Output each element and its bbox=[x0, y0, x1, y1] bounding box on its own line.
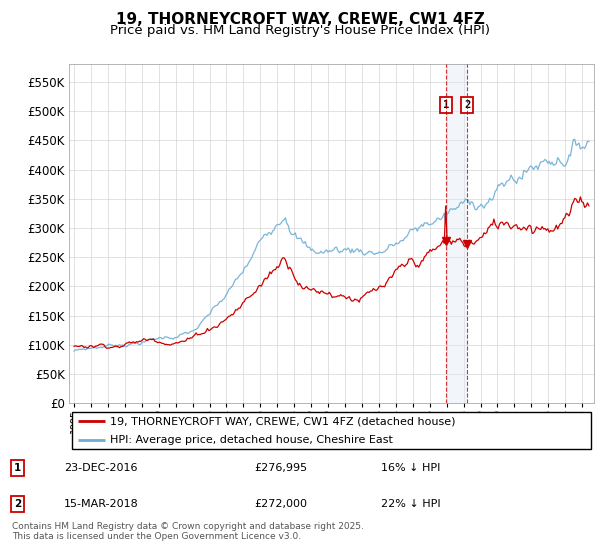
Text: 19, THORNEYCROFT WAY, CREWE, CW1 4FZ: 19, THORNEYCROFT WAY, CREWE, CW1 4FZ bbox=[116, 12, 484, 27]
Text: 2: 2 bbox=[464, 100, 470, 110]
Text: 1: 1 bbox=[14, 463, 22, 473]
Text: HPI: Average price, detached house, Cheshire East: HPI: Average price, detached house, Ches… bbox=[110, 435, 393, 445]
FancyBboxPatch shape bbox=[71, 412, 591, 449]
Text: 2: 2 bbox=[14, 499, 22, 509]
Text: Price paid vs. HM Land Registry's House Price Index (HPI): Price paid vs. HM Land Registry's House … bbox=[110, 24, 490, 37]
Text: 22% ↓ HPI: 22% ↓ HPI bbox=[380, 499, 440, 509]
Text: £276,995: £276,995 bbox=[254, 463, 307, 473]
Text: 19, THORNEYCROFT WAY, CREWE, CW1 4FZ (detached house): 19, THORNEYCROFT WAY, CREWE, CW1 4FZ (de… bbox=[110, 417, 455, 426]
Text: 16% ↓ HPI: 16% ↓ HPI bbox=[380, 463, 440, 473]
Text: Contains HM Land Registry data © Crown copyright and database right 2025.
This d: Contains HM Land Registry data © Crown c… bbox=[12, 522, 364, 542]
Text: £272,000: £272,000 bbox=[254, 499, 307, 509]
Bar bbox=[446, 64, 467, 403]
Text: 15-MAR-2018: 15-MAR-2018 bbox=[64, 499, 139, 509]
Text: 1: 1 bbox=[443, 100, 449, 110]
Text: 23-DEC-2016: 23-DEC-2016 bbox=[64, 463, 137, 473]
